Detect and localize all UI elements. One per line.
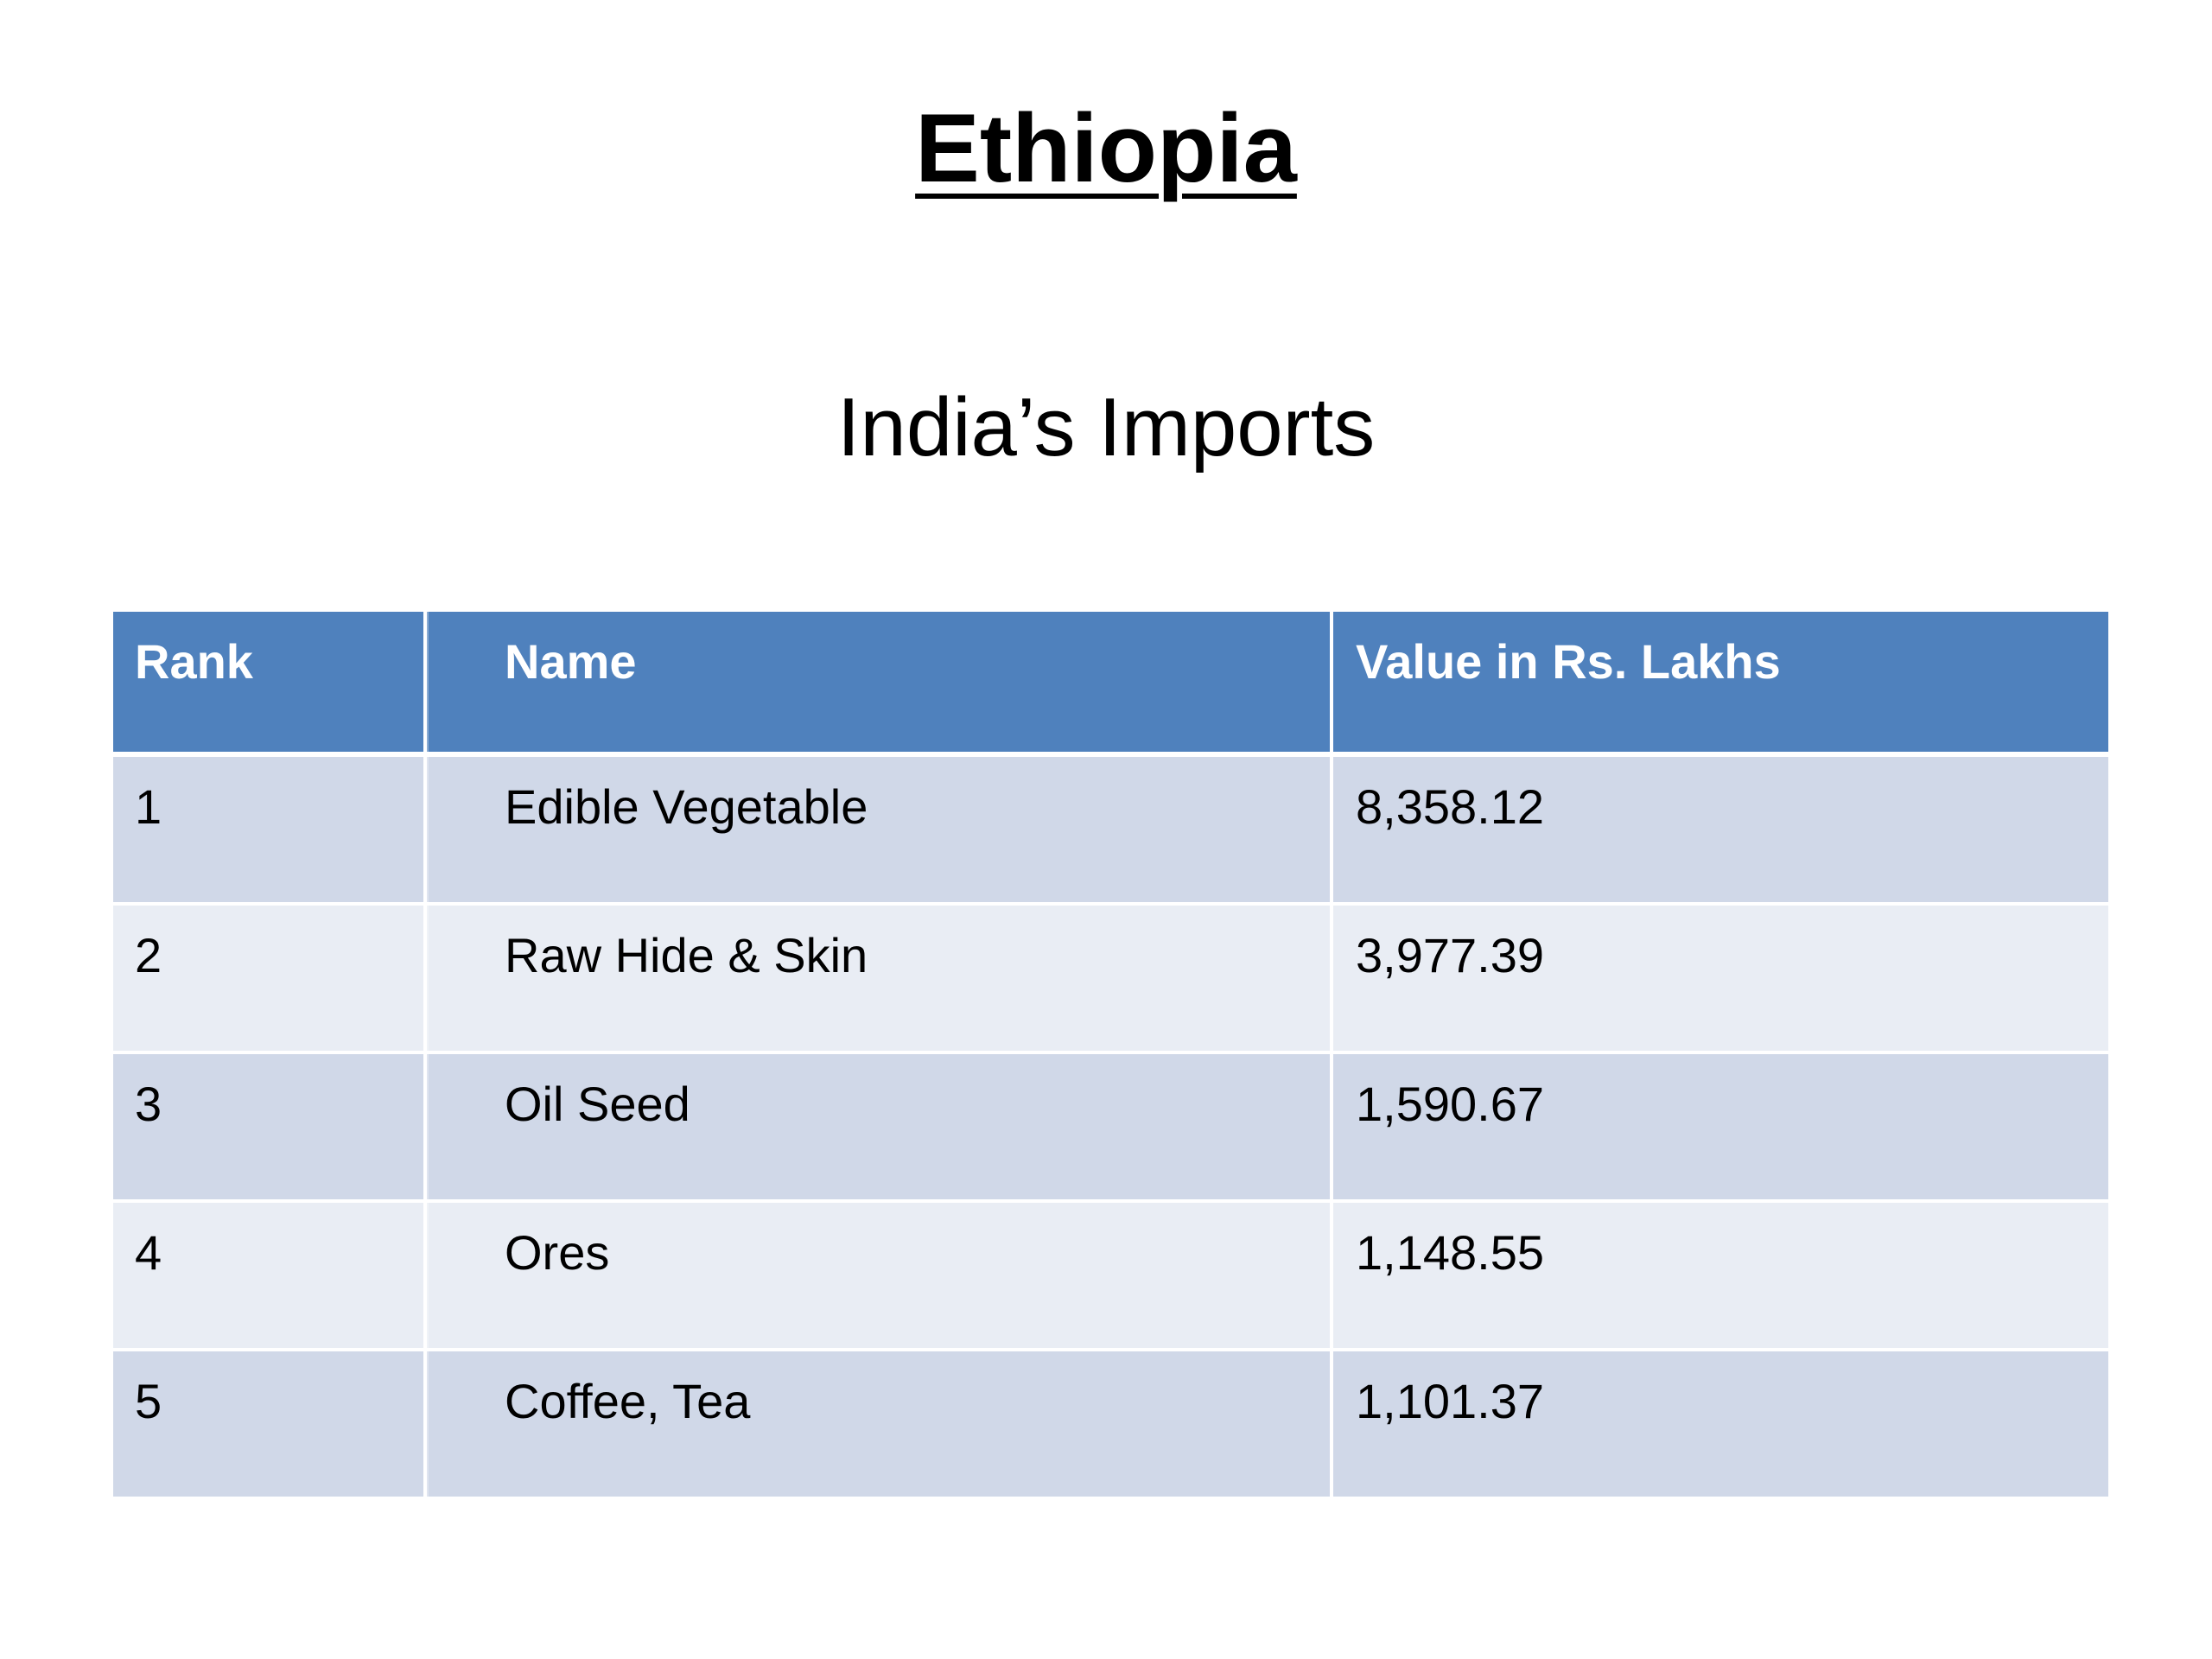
column-divider xyxy=(1330,1054,1333,1199)
column-subdivider xyxy=(427,1203,429,1348)
table-cell: 1,148.55 xyxy=(1356,1225,1544,1280)
column-divider xyxy=(1330,1351,1333,1497)
table-cell: 1,590.67 xyxy=(1356,1077,1544,1131)
column-divider xyxy=(1330,906,1333,1051)
table-row: 3 Oil Seed 1,590.67 xyxy=(113,1054,2108,1203)
table-row: 1 Edible Vegetable 8,358.12 xyxy=(113,757,2108,906)
table-cell: Raw Hide & Skin xyxy=(505,928,868,982)
header-cell: Name xyxy=(505,634,637,689)
column-divider xyxy=(1330,612,1333,752)
table-cell: 3 xyxy=(135,1077,162,1131)
header-cell: Value in Rs. Lakhs xyxy=(1356,634,1781,689)
column-subdivider xyxy=(427,1054,429,1199)
slide-title: Ethiopia xyxy=(915,94,1297,202)
column-divider xyxy=(1330,1203,1333,1348)
table-row: 4 Ores 1,148.55 xyxy=(113,1203,2108,1351)
imports-table: Rank Name Value in Rs. Lakhs 1 Edible Vegeta… xyxy=(113,612,2108,1500)
table-cell: 1,101.37 xyxy=(1356,1374,1544,1428)
table-cell: Oil Seed xyxy=(505,1077,690,1131)
column-divider xyxy=(1330,757,1333,902)
table-cell: 5 xyxy=(135,1374,162,1428)
table-cell: 2 xyxy=(135,928,162,982)
column-subdivider xyxy=(427,612,429,752)
table-row: 2 Raw Hide & Skin 3,977.39 xyxy=(113,906,2108,1054)
table-cell: 1 xyxy=(135,779,162,834)
column-subdivider xyxy=(427,757,429,902)
table-row: 5 Coffee, Tea 1,101.37 xyxy=(113,1351,2108,1500)
column-divider xyxy=(423,906,427,1051)
header-row: Rank Name Value in Rs. Lakhs xyxy=(113,612,2108,757)
slide-subtitle: India’s Imports xyxy=(836,381,1376,474)
table-cell: 4 xyxy=(135,1225,162,1280)
column-subdivider xyxy=(427,1351,429,1497)
table-cell: 3,977.39 xyxy=(1356,928,1544,982)
table-cell: Ores xyxy=(505,1225,610,1280)
column-divider xyxy=(423,757,427,902)
table-cell: Edible Vegetable xyxy=(505,779,868,834)
header-cell: Rank xyxy=(135,634,253,689)
column-divider xyxy=(423,1351,427,1497)
column-divider xyxy=(423,1203,427,1348)
table-cell: 8,358.12 xyxy=(1356,779,1544,834)
table-cell: Coffee, Tea xyxy=(505,1374,751,1428)
column-divider xyxy=(423,612,427,752)
column-subdivider xyxy=(427,906,429,1051)
column-divider xyxy=(423,1054,427,1199)
